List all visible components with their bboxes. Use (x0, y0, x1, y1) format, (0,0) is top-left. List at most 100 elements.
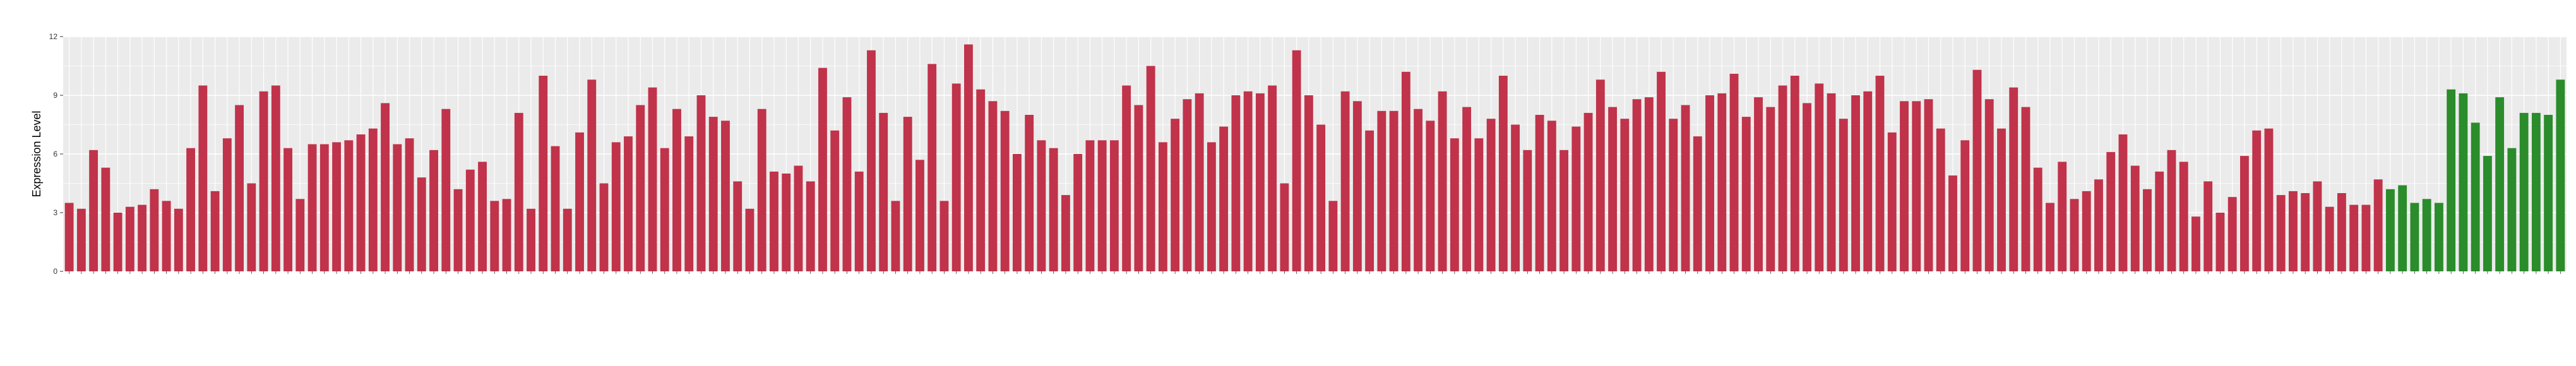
bar (89, 150, 98, 271)
bar (2070, 199, 2079, 271)
x-axis (69, 271, 2561, 274)
bar (2471, 122, 2480, 271)
bar (1231, 95, 1241, 271)
bar (319, 144, 329, 271)
bar (2167, 150, 2176, 271)
y-axis: 0 3 6 9 12 (49, 32, 63, 276)
bar (1340, 91, 1350, 272)
bar (368, 128, 378, 271)
bar (915, 160, 924, 271)
bar (1936, 128, 1945, 271)
bar (830, 130, 840, 271)
bar (708, 117, 718, 271)
bars-group (64, 44, 2565, 272)
bar (1559, 150, 1569, 271)
bar (1997, 128, 2006, 271)
bar (2507, 148, 2517, 271)
bar (1268, 85, 1277, 271)
bar (1061, 195, 1070, 271)
bar (1547, 121, 1556, 271)
bar (2106, 151, 2116, 271)
bar (551, 146, 560, 271)
bar (2373, 179, 2383, 271)
bar (806, 181, 815, 271)
bar (1255, 93, 1265, 271)
bar (1414, 109, 1423, 271)
bar (1912, 101, 1921, 272)
bar (1863, 91, 1873, 272)
bar (2544, 115, 2553, 271)
bar (2227, 197, 2237, 271)
bar (770, 171, 778, 271)
y-tick-label: 9 (53, 91, 57, 100)
y-tick-label: 0 (53, 267, 57, 276)
bar (1498, 76, 1508, 271)
bar (235, 105, 244, 271)
bar (648, 87, 657, 271)
bar (198, 85, 208, 271)
bar (478, 162, 487, 271)
bar (1365, 130, 1374, 271)
bar (575, 132, 584, 271)
bar (502, 199, 511, 271)
bar (307, 144, 317, 271)
bar (1717, 93, 1727, 271)
y-tick-label: 6 (53, 150, 57, 158)
bar (1377, 110, 1386, 271)
bar (2203, 181, 2213, 271)
bar (1887, 132, 1897, 271)
bar (441, 109, 451, 271)
bar (1037, 140, 1046, 271)
bar (514, 112, 523, 271)
bar (1195, 93, 1204, 271)
bar (1462, 107, 1472, 271)
bar (1875, 76, 1885, 271)
bar (757, 109, 766, 271)
bar (794, 165, 803, 271)
bar (1523, 150, 1532, 271)
bar (782, 174, 791, 271)
bar (2240, 156, 2249, 271)
bar (1778, 85, 1787, 271)
bar (539, 76, 548, 271)
bar (1803, 103, 1811, 271)
bar (927, 64, 937, 272)
bar (1486, 119, 1496, 271)
bar (2556, 80, 2565, 271)
bar (1243, 91, 1253, 272)
bar (1815, 83, 1824, 271)
bar (1511, 124, 1520, 271)
bar (1681, 105, 1690, 271)
bar (1134, 105, 1143, 271)
bar (854, 171, 864, 271)
bar (1632, 99, 1642, 271)
bar (2130, 165, 2140, 271)
bar (672, 109, 681, 271)
bar (2325, 206, 2334, 271)
bar (1158, 142, 1167, 271)
bar (162, 201, 171, 271)
bar (1025, 115, 1034, 271)
bar (745, 208, 754, 271)
bar (1669, 119, 1678, 271)
bar (2337, 193, 2346, 271)
bar (939, 201, 949, 271)
y-axis-title: Expression Level (30, 110, 43, 197)
bar (2483, 156, 2492, 271)
bar (1085, 140, 1095, 271)
bar (1960, 140, 1970, 271)
bar (1924, 99, 1933, 271)
y-tick-label: 3 (53, 208, 57, 217)
bar (2118, 134, 2128, 271)
bar (186, 148, 196, 271)
bar (684, 136, 694, 271)
y-tick-label: 12 (49, 32, 58, 41)
bar (2434, 203, 2443, 271)
bar (2143, 189, 2152, 271)
bar (527, 208, 535, 271)
bar (1984, 99, 1994, 271)
bar (2252, 130, 2262, 271)
bar (1146, 66, 1155, 271)
bar (1766, 107, 1775, 271)
